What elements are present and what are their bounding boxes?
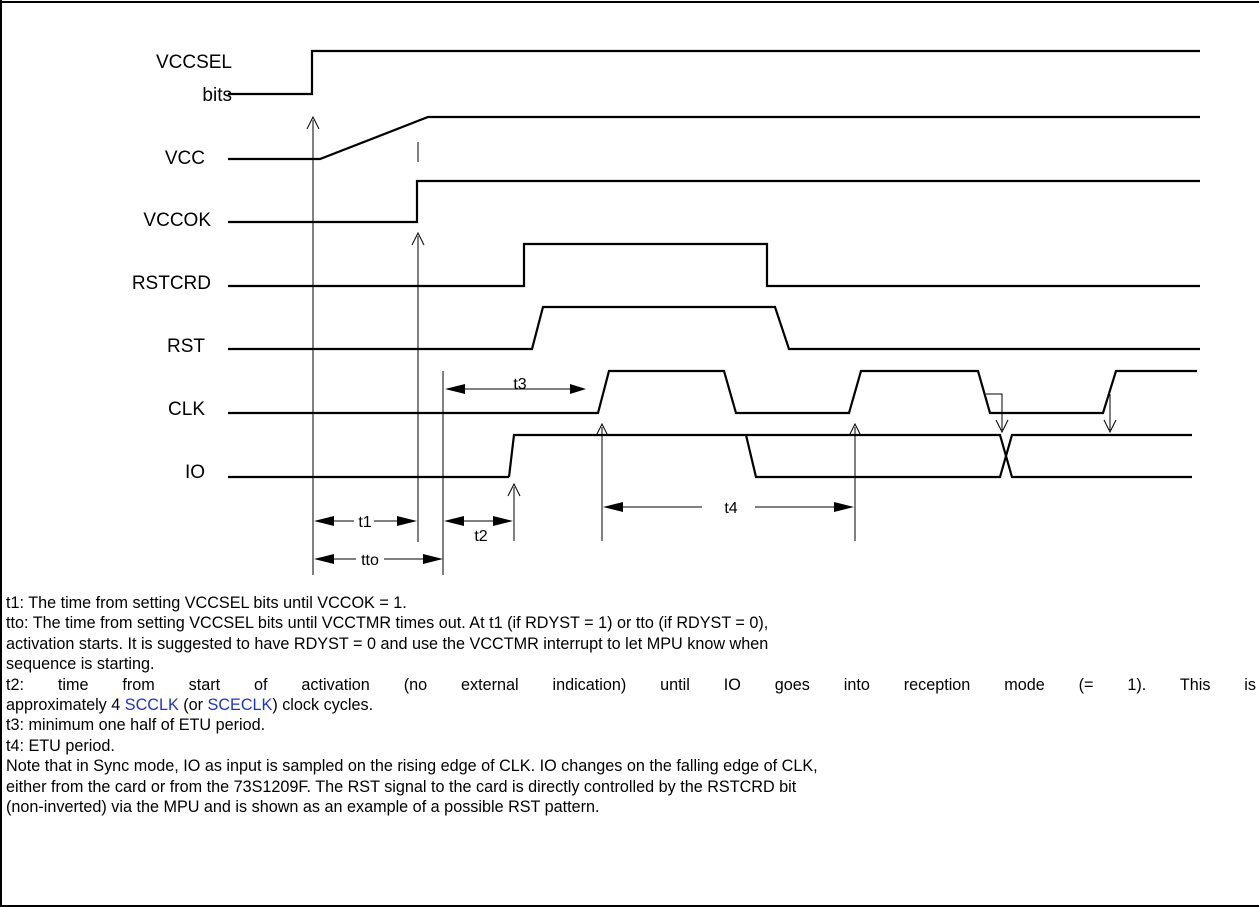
clk-label: CLK xyxy=(168,399,205,420)
note-sync-line3: (non-inverted) via the MPU and is shown … xyxy=(6,798,600,817)
t1-label: t1 xyxy=(358,514,371,531)
note-tto-line3: sequence is starting. xyxy=(6,655,155,674)
rst-waveform xyxy=(228,305,1200,351)
rstcrd-label: RSTCRD xyxy=(132,273,211,294)
note-sync-line1: Note that in Sync mode, IO as input is s… xyxy=(6,757,818,776)
vccok-label: VCCOK xyxy=(143,210,211,231)
notes: t1: The time from setting VCCSEL bits un… xyxy=(6,593,1256,817)
t3-arrow-left xyxy=(445,384,465,394)
note-t2-line1: t2: time from start of activation (no ex… xyxy=(6,675,1256,694)
rstcrd-waveform xyxy=(228,242,1200,288)
vccsel-waveform xyxy=(228,49,1200,96)
arrowhead-up-t2 xyxy=(507,482,521,497)
arrowhead-up-vccok xyxy=(411,231,425,246)
note-t3: t3: minimum one half of ETU period. xyxy=(6,716,266,735)
note-sync-line2: either from the card or from the 73S1209… xyxy=(6,777,797,796)
seclk-link[interactable]: SCECLK xyxy=(207,696,273,715)
t1-arrow-right xyxy=(397,516,417,526)
note-t2-line2: approximately 4 SCCLK (or SCECLK) clock … xyxy=(6,695,1256,715)
arrowhead-up-clk2 xyxy=(848,422,862,437)
t4-arrow-right xyxy=(834,502,854,512)
sample-arrowhead-1 xyxy=(995,419,1009,434)
t2-arrow-right xyxy=(493,516,513,526)
t2-label: t2 xyxy=(474,528,487,545)
t3-arrow-right xyxy=(570,384,586,394)
io-waveform-rise xyxy=(507,433,1192,479)
vcc-waveform xyxy=(228,115,1200,161)
note-t2-text-a: approximately 4 xyxy=(6,696,125,715)
vccsel-label-line2: bits xyxy=(202,85,232,106)
io-waveform-fall xyxy=(744,433,1192,479)
io-label: IO xyxy=(185,462,205,483)
note-tto-line1: tto: The time from setting VCCSEL bits u… xyxy=(6,614,769,633)
note-tto-line2: activation starts. It is suggested to ha… xyxy=(6,634,769,653)
rst-label: RST xyxy=(167,336,205,357)
note-t2-text-b: (or xyxy=(178,696,208,715)
sample-arrowhead-2 xyxy=(1103,419,1117,434)
tto-arrow-right xyxy=(423,554,443,564)
t3-label: t3 xyxy=(513,376,526,393)
t1-arrow-left xyxy=(314,516,334,526)
vccsel-label-line1: VCCSEL xyxy=(156,52,232,73)
t4-arrow-left xyxy=(603,502,623,512)
t4-label: t4 xyxy=(724,500,737,517)
note-t4: t4: ETU period. xyxy=(6,736,115,755)
tto-label: tto xyxy=(361,552,379,569)
sample-arrow-1 xyxy=(986,393,1003,430)
t2-arrow-left xyxy=(444,516,464,526)
vcc-label: VCC xyxy=(165,148,205,169)
arrowhead-up-clk1 xyxy=(595,422,609,437)
clk-waveform xyxy=(228,369,1197,415)
note-t2-text-c: ) clock cycles. xyxy=(272,696,374,715)
sclk-link[interactable]: SCCLK xyxy=(124,696,179,715)
arrowhead-up-vccsel xyxy=(306,115,320,130)
note-t1: t1: The time from setting VCCSEL bits un… xyxy=(6,594,407,612)
vccok-waveform xyxy=(228,179,1200,224)
tto-arrow-left xyxy=(314,554,334,564)
